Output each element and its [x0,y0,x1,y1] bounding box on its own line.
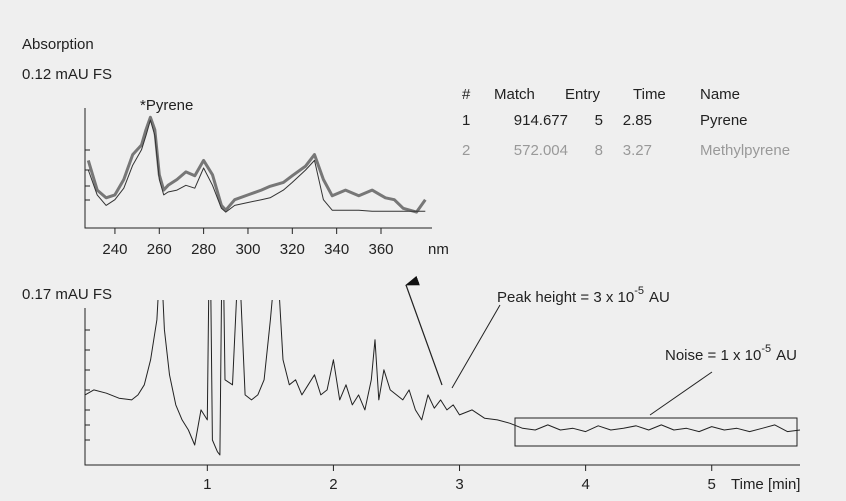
table-cell: Pyrene [700,112,748,129]
x-tick-label: 2 [329,476,337,493]
annotation-text: Noise = 1 x 10 [665,347,761,364]
annotation: *Pyrene [140,97,193,114]
annotation-exponent: -5 [761,343,771,355]
x-label: nm [428,241,449,258]
table-cell: 914.677 [514,112,568,129]
column-header: Name [700,86,740,103]
x-tick-label: 300 [235,241,260,258]
axes [84,108,800,466]
table-cell: 2 [462,142,470,159]
table-cell: 1 [462,112,470,129]
y-label: 0.12 mAU FS [22,66,112,83]
data-line [87,119,426,213]
column-header: Time [633,86,666,103]
table-cell: 3.27 [623,142,652,159]
data-line [86,115,427,214]
table-cell: 2.85 [623,112,652,129]
x-tick-label: 260 [147,241,172,258]
x-tick-label: 4 [581,476,589,493]
annotation-unit: AU [776,347,797,364]
x-tick-label: 360 [368,241,393,258]
x-tick-label: 340 [324,241,349,258]
table-cell: 8 [595,142,603,159]
x-tick-label: 3 [455,476,463,493]
y-label: 0.17 mAU FS [22,286,112,303]
x-tick-label: 280 [191,241,216,258]
table-cell: 5 [595,112,603,129]
x-tick-label: 1 [203,476,211,493]
annotation-exponent: -5 [634,285,644,297]
header: Absorption [22,36,94,53]
plot-area [85,300,801,456]
column-header: Match [494,86,535,103]
table-cell: Methylpyrene [700,142,790,159]
annotation: Peak height = 3 x 10-5 AU [497,285,670,306]
annotation: Noise = 1 x 10-5 AU [665,343,797,364]
x-tick-label: 240 [102,241,127,258]
column-header: # [462,86,471,103]
annotation-text: Peak height = 3 x 10 [497,289,634,306]
table-cell: 572.004 [514,142,568,159]
x-tick-label: 5 [708,476,716,493]
annotation-unit: AU [649,289,670,306]
data-line [85,300,801,456]
x-tick-label: 320 [280,241,305,258]
x-label: Time [min] [731,476,800,493]
column-header: Entry [565,86,601,103]
